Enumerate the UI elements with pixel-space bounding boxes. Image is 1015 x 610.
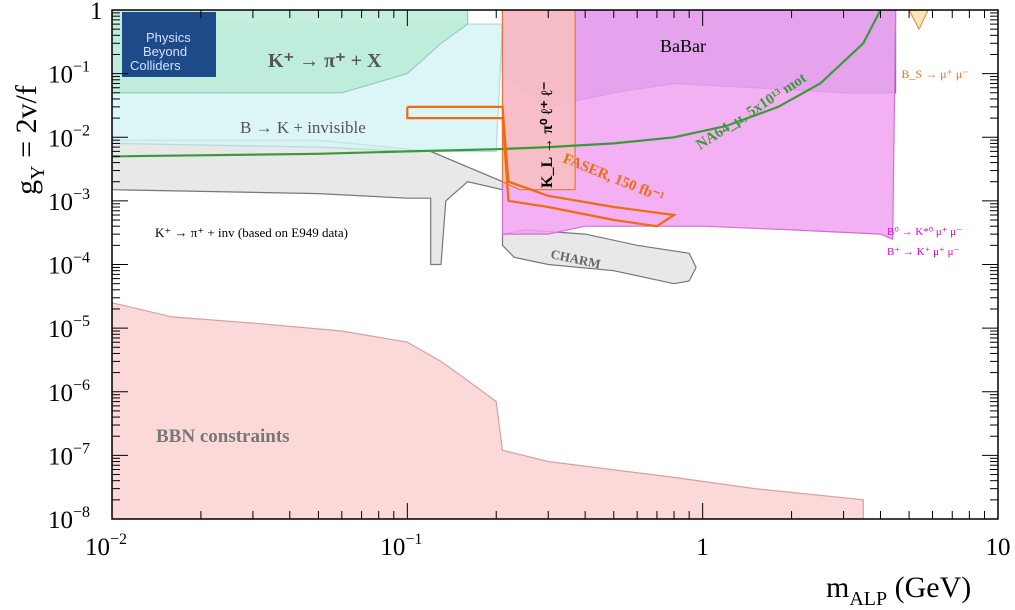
logo-background	[122, 12, 216, 77]
projection-curves	[112, 10, 882, 228]
label-babar: BaBar	[660, 36, 706, 56]
y-tick-label: 10−2	[48, 122, 90, 152]
x-tick-label: 10	[986, 534, 1011, 561]
label-k-pi-inv-e949: K⁺ → π⁺ + inv (based on E949 data)	[155, 225, 348, 240]
y-tick-label: 10−3	[48, 186, 90, 216]
logo-line-2: Beyond	[143, 44, 187, 59]
x-tick-label: 10−2	[85, 531, 127, 561]
y-tick-label: 10−6	[48, 377, 90, 407]
region-bs-mumu	[908, 10, 929, 31]
curve-na64	[112, 10, 882, 158]
region-b-kstar-mumu	[501, 10, 897, 241]
label-b-kstar-mumu-line2: B⁺ → K⁺ μ⁺ μ⁻	[887, 246, 959, 258]
y-tick-label: 10−5	[48, 313, 90, 343]
logo-line-3: Colliders	[130, 58, 181, 73]
x-tick-label: 1	[696, 534, 709, 561]
logo-line-1: Physics	[146, 30, 191, 45]
curve-faser	[406, 105, 678, 228]
y-axis-title: gY = 2v/f	[10, 85, 49, 195]
region-bbn	[112, 302, 864, 519]
label-b-kstar-mumu: B⁰ → K*⁰ μ⁺ μ⁻	[887, 226, 962, 238]
y-tick-label: 10−1	[48, 59, 90, 89]
region-kl-pi0-ll	[501, 10, 576, 191]
label-kl-pi0-ll: K_L → π⁰ ℓ⁺ ℓ⁻	[539, 82, 556, 188]
y-tick-label: 1	[90, 0, 103, 25]
label-bs-mumu: B_S → μ⁺ μ⁻	[901, 67, 968, 81]
x-tick-label: 10−1	[380, 531, 422, 561]
label-b-k-invisible: B → K + invisible	[240, 118, 366, 137]
physics-beyond-colliders-logo: Physics Beyond Colliders	[122, 12, 216, 77]
tick-labels: 10−2 10−1 1 10 1 10−1 10−2 10−3 10−4 10−5 10−6 10−7…	[48, 0, 1011, 561]
y-tick-label: 10−4	[48, 250, 90, 280]
axis-ticks	[111, 10, 999, 520]
label-k-pi-x: K⁺ → π⁺ + X	[268, 50, 382, 72]
y-tick-label: 10−8	[48, 504, 90, 534]
label-bbn: BBN constraints	[156, 426, 290, 447]
exclusion-regions	[112, 10, 929, 519]
x-axis-title: mALP (GeV)	[826, 571, 971, 610]
y-tick-label: 10−7	[48, 440, 90, 470]
region-k-pi-inv-e949	[112, 139, 504, 266]
